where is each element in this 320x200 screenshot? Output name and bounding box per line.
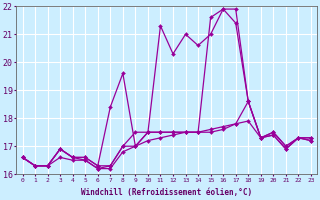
X-axis label: Windchill (Refroidissement éolien,°C): Windchill (Refroidissement éolien,°C) bbox=[81, 188, 252, 197]
